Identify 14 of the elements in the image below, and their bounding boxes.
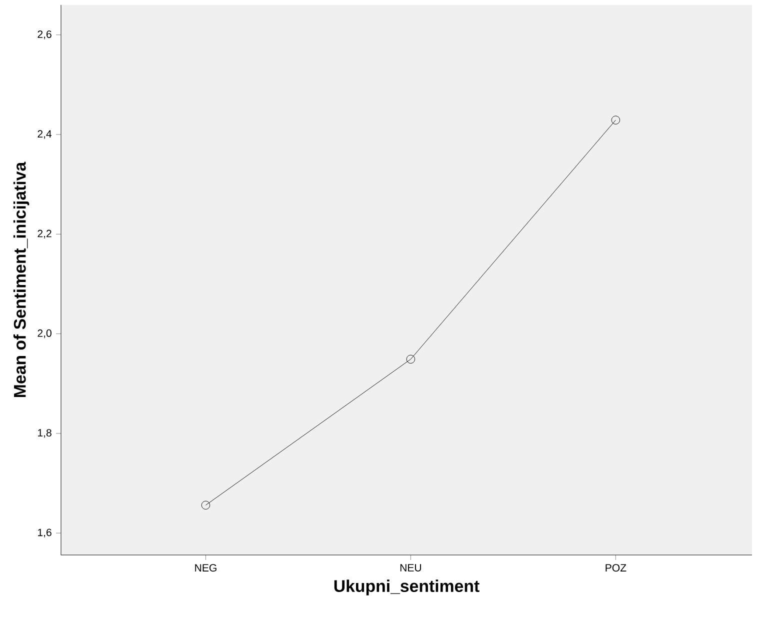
y-tick-label: 2,4 — [38, 130, 52, 139]
y-axis-title: Mean of Sentiment_inicijativa — [13, 162, 30, 397]
point — [201, 500, 210, 510]
x-axis-title: Ukupni_sentiment — [334, 580, 480, 596]
x-tick-label: NEU — [400, 564, 422, 572]
point — [611, 116, 620, 124]
y-tick-label: 2,0 — [38, 329, 52, 338]
y-tick-label: 1,6 — [38, 528, 52, 538]
x-tick-label: POZ — [606, 564, 626, 572]
y-tick-label: 2,6 — [38, 30, 52, 40]
y-tick-label: 2,2 — [38, 230, 52, 238]
y-tick-label: 1,8 — [38, 429, 52, 438]
point — [406, 354, 416, 364]
x-tick-label: NEG — [195, 564, 216, 572]
